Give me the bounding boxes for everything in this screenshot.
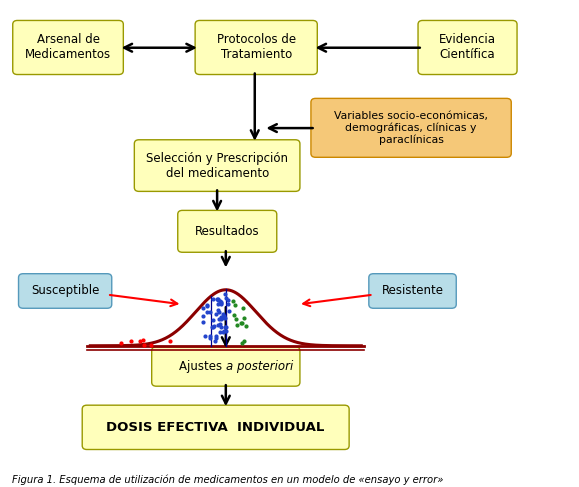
Point xyxy=(232,321,241,329)
Point xyxy=(117,339,126,347)
FancyBboxPatch shape xyxy=(152,347,300,386)
Point xyxy=(135,337,145,345)
Point xyxy=(219,328,228,336)
Text: Selección y Prescripción
del medicamento: Selección y Prescripción del medicamento xyxy=(146,151,288,180)
Point xyxy=(238,338,247,346)
Point xyxy=(210,337,219,345)
Point xyxy=(212,332,221,340)
Text: Resultados: Resultados xyxy=(195,225,259,238)
Point xyxy=(213,321,222,329)
Point xyxy=(211,334,221,342)
Point xyxy=(236,319,245,327)
Point xyxy=(223,300,233,308)
FancyBboxPatch shape xyxy=(418,20,517,75)
Text: Figura 1. Esquema de utilización de medicamentos en un modelo de «ensayo y error: Figura 1. Esquema de utilización de medi… xyxy=(12,474,443,485)
Point xyxy=(217,313,226,320)
Point xyxy=(199,304,208,312)
Point xyxy=(213,306,222,314)
Point xyxy=(220,323,229,331)
Point xyxy=(208,323,217,331)
Point xyxy=(242,322,251,330)
Point xyxy=(229,311,239,319)
Point xyxy=(221,327,230,335)
Point xyxy=(215,315,224,323)
Point xyxy=(215,308,224,316)
Text: Ajustes: Ajustes xyxy=(179,360,226,373)
Point xyxy=(239,314,248,321)
Point xyxy=(212,296,221,303)
Point xyxy=(221,290,230,298)
Point xyxy=(213,296,222,304)
Point xyxy=(214,300,223,308)
Point xyxy=(237,319,246,327)
Text: Protocolos de
Tratamiento: Protocolos de Tratamiento xyxy=(217,34,296,61)
Text: Susceptible: Susceptible xyxy=(31,284,100,298)
Point xyxy=(203,301,212,309)
Point xyxy=(216,322,225,330)
FancyBboxPatch shape xyxy=(19,274,112,308)
Point xyxy=(200,332,210,340)
Point xyxy=(239,337,248,344)
Point xyxy=(232,315,241,323)
Point xyxy=(206,332,215,340)
Text: Resistente: Resistente xyxy=(382,284,444,298)
Point xyxy=(219,313,229,320)
Point xyxy=(210,322,219,330)
Point xyxy=(205,334,214,342)
Text: Evidencia
Científica: Evidencia Científica xyxy=(439,34,496,61)
Point xyxy=(126,337,135,345)
Point xyxy=(229,298,238,305)
Point xyxy=(166,337,175,345)
Text: DOSIS EFECTIVA  INDIVIDUAL: DOSIS EFECTIVA INDIVIDUAL xyxy=(107,421,325,434)
Point xyxy=(138,337,147,344)
Point xyxy=(225,307,234,315)
FancyBboxPatch shape xyxy=(82,405,349,450)
FancyBboxPatch shape xyxy=(134,140,300,191)
Point xyxy=(219,327,228,335)
FancyBboxPatch shape xyxy=(369,274,456,308)
FancyBboxPatch shape xyxy=(178,210,277,252)
Point xyxy=(140,341,149,349)
Point xyxy=(218,311,228,318)
Point xyxy=(213,295,222,302)
Text: Variables socio-económicas,
demográficas, clínicas y
paraclínicas: Variables socio-económicas, demográficas… xyxy=(334,111,488,145)
Point xyxy=(208,296,218,303)
Point xyxy=(209,323,218,331)
FancyBboxPatch shape xyxy=(311,98,511,157)
Point xyxy=(223,296,232,304)
Point xyxy=(216,298,225,306)
Point xyxy=(217,315,226,322)
Point xyxy=(221,315,230,322)
FancyBboxPatch shape xyxy=(13,20,123,75)
Point xyxy=(221,323,230,331)
Point xyxy=(198,318,207,326)
Point xyxy=(202,302,211,310)
FancyBboxPatch shape xyxy=(195,20,317,75)
Point xyxy=(215,320,225,328)
Point xyxy=(215,328,224,336)
Point xyxy=(217,300,226,307)
Point xyxy=(230,301,240,309)
Point xyxy=(208,316,218,324)
Point xyxy=(202,308,211,316)
Point xyxy=(215,297,225,305)
Point xyxy=(217,300,226,308)
Point xyxy=(238,304,247,312)
Point xyxy=(206,308,215,316)
Point xyxy=(199,312,208,320)
Point xyxy=(211,310,221,318)
Text: Arsenal de
Medicamentos: Arsenal de Medicamentos xyxy=(25,34,111,61)
Point xyxy=(221,294,230,301)
Point xyxy=(217,314,226,322)
Text: a posteriori: a posteriori xyxy=(226,360,293,373)
Point xyxy=(147,341,156,349)
